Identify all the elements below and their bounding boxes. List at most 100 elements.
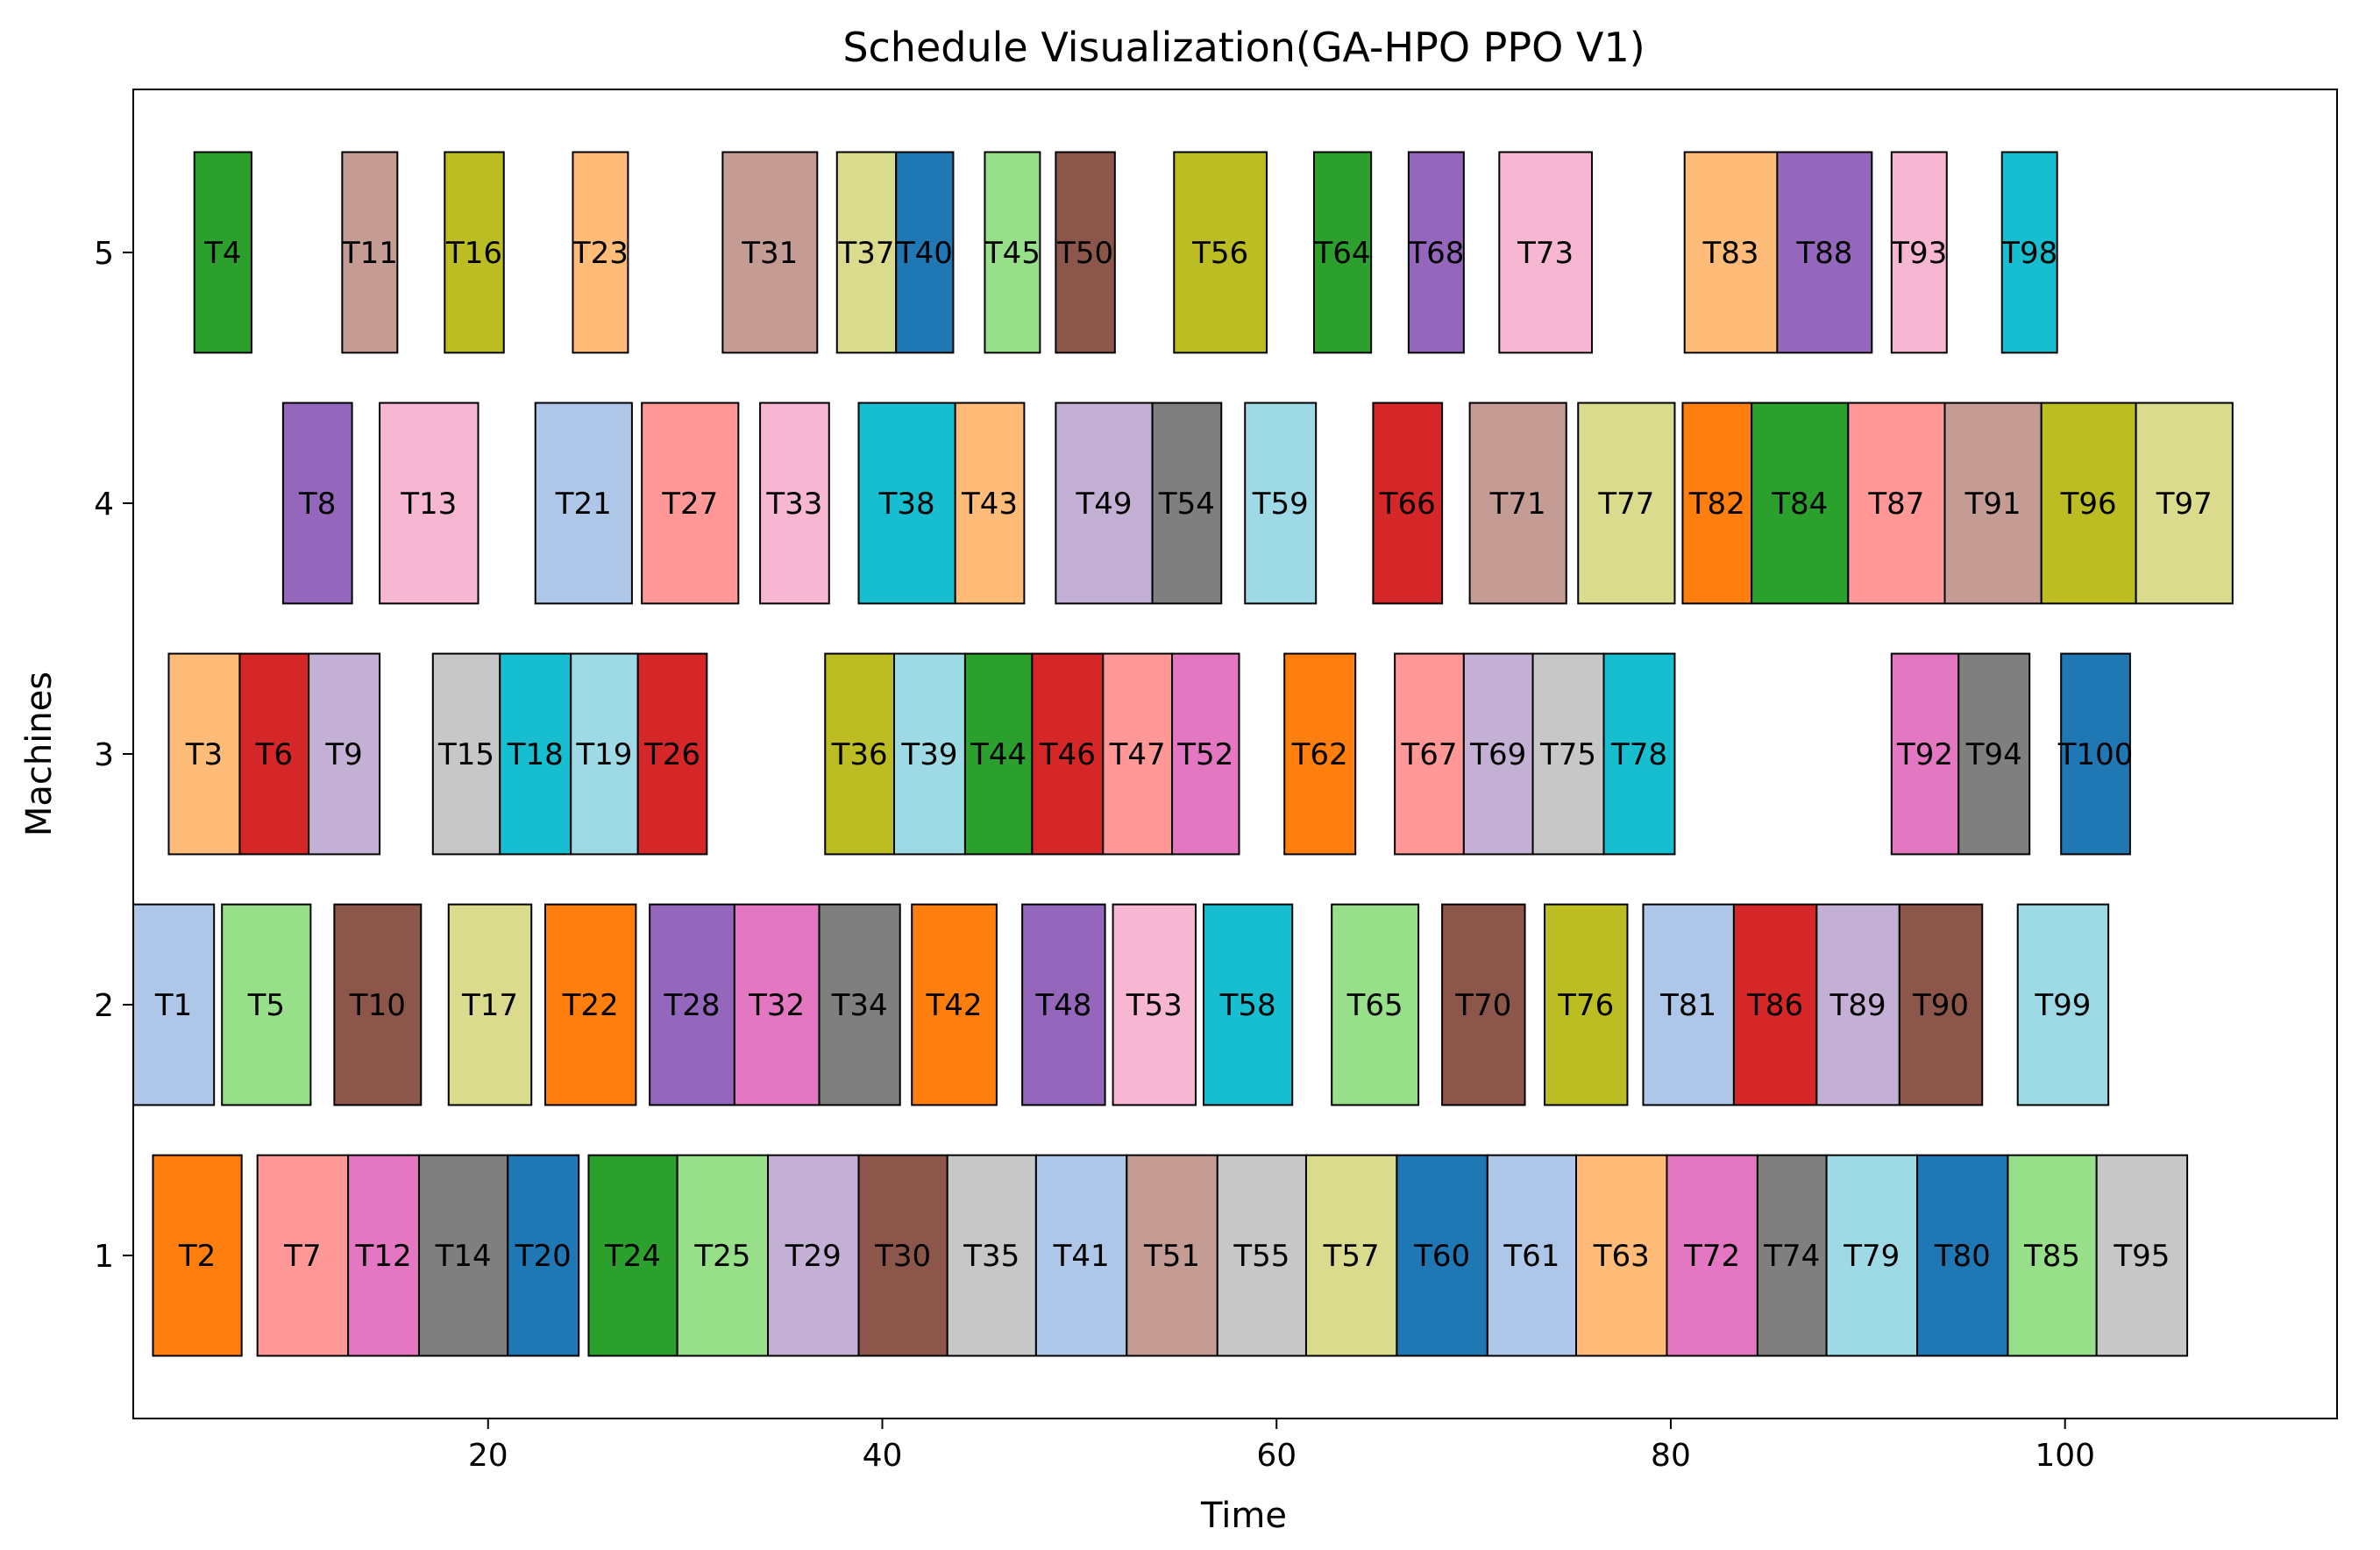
task-rect bbox=[1815, 903, 1900, 1106]
task-bar-t16: T16 bbox=[444, 151, 505, 354]
task-bar-t30: T30 bbox=[857, 1154, 948, 1357]
task-rect bbox=[1055, 402, 1154, 605]
task-rect bbox=[1825, 1154, 1919, 1357]
task-bar-t29: T29 bbox=[767, 1154, 860, 1357]
task-rect bbox=[570, 652, 639, 856]
task-rect bbox=[1898, 903, 1984, 1106]
task-bar-t60: T60 bbox=[1396, 1154, 1488, 1357]
task-rect bbox=[1756, 1154, 1828, 1357]
task-label: T36 bbox=[831, 737, 888, 772]
task-bar-t57: T57 bbox=[1304, 1154, 1398, 1357]
task-rect bbox=[499, 652, 572, 856]
task-bar-t10: T10 bbox=[333, 903, 423, 1106]
task-bar-t68: T68 bbox=[1407, 151, 1465, 354]
task-bar-t82: T82 bbox=[1681, 402, 1753, 605]
task-bar-t69: T69 bbox=[1462, 652, 1534, 856]
task-bar-t35: T35 bbox=[946, 1154, 1037, 1357]
task-bar-t94: T94 bbox=[1957, 652, 2031, 856]
task-rect bbox=[379, 402, 480, 605]
y-tick-label: 2 bbox=[94, 988, 114, 1024]
task-rect bbox=[824, 652, 895, 856]
task-rect bbox=[767, 1154, 860, 1357]
task-label: T58 bbox=[1219, 988, 1276, 1023]
task-label: T35 bbox=[963, 1239, 1019, 1274]
task-label: T41 bbox=[1053, 1239, 1110, 1274]
task-label: T18 bbox=[507, 737, 564, 772]
task-rect bbox=[1498, 151, 1594, 354]
task-rect bbox=[1462, 652, 1534, 856]
task-bar-t17: T17 bbox=[447, 903, 533, 1106]
task-rect bbox=[721, 151, 819, 354]
task-label: T3 bbox=[185, 737, 223, 772]
task-rect bbox=[1151, 402, 1223, 605]
task-rect bbox=[1407, 151, 1465, 354]
task-rect bbox=[341, 151, 399, 354]
task-rect bbox=[1957, 652, 2031, 856]
task-label: T79 bbox=[1843, 1239, 1900, 1274]
task-bar-t50: T50 bbox=[1055, 151, 1116, 354]
task-label: T9 bbox=[324, 737, 362, 772]
task-rect bbox=[132, 903, 216, 1106]
task-bar-t65: T65 bbox=[1331, 903, 1420, 1106]
task-label: T34 bbox=[831, 988, 888, 1023]
task-rect bbox=[1468, 402, 1567, 605]
task-label: T94 bbox=[1965, 737, 2022, 772]
task-rect bbox=[1312, 151, 1373, 354]
task-rect bbox=[333, 903, 423, 1106]
task-bar-t88: T88 bbox=[1776, 151, 1873, 354]
task-bar-t91: T91 bbox=[1943, 402, 2043, 605]
task-bar-t83: T83 bbox=[1683, 151, 1779, 354]
task-label: T89 bbox=[1829, 988, 1886, 1023]
task-bar-t36: T36 bbox=[824, 652, 895, 856]
task-bar-t48: T48 bbox=[1021, 903, 1106, 1106]
task-bar-t49: T49 bbox=[1055, 402, 1154, 605]
task-rect bbox=[1531, 652, 1605, 856]
task-bar-t81: T81 bbox=[1642, 903, 1735, 1106]
task-bar-t76: T76 bbox=[1544, 903, 1629, 1106]
task-bar-t26: T26 bbox=[636, 652, 708, 856]
task-bar-t86: T86 bbox=[1732, 903, 1818, 1106]
task-rect bbox=[543, 903, 637, 1106]
task-label: T99 bbox=[2034, 988, 2091, 1023]
task-bar-t54: T54 bbox=[1151, 402, 1223, 605]
task-label: T39 bbox=[900, 737, 957, 772]
task-bar-t3: T3 bbox=[167, 652, 241, 856]
task-label: T6 bbox=[255, 737, 293, 772]
task-bar-t77: T77 bbox=[1577, 402, 1676, 605]
task-bar-t15: T15 bbox=[431, 652, 501, 856]
task-label: T37 bbox=[837, 236, 894, 271]
task-rect bbox=[2060, 652, 2131, 856]
task-label: T46 bbox=[1039, 737, 1096, 772]
task-label: T55 bbox=[1233, 1239, 1289, 1274]
task-label: T60 bbox=[1413, 1239, 1470, 1274]
task-rect bbox=[1396, 1154, 1488, 1357]
task-label: T31 bbox=[741, 236, 798, 271]
task-label: T64 bbox=[1314, 236, 1371, 271]
task-rect bbox=[2016, 903, 2110, 1106]
task-rect bbox=[1441, 903, 1526, 1106]
task-bar-t87: T87 bbox=[1847, 402, 1946, 605]
task-label: T73 bbox=[1517, 236, 1574, 271]
task-label: T23 bbox=[572, 236, 629, 271]
task-bar-t59: T59 bbox=[1244, 402, 1318, 605]
task-rect bbox=[1642, 903, 1735, 1106]
task-label: T1 bbox=[154, 988, 192, 1023]
task-bar-t24: T24 bbox=[587, 1154, 678, 1357]
task-rect bbox=[347, 1154, 421, 1357]
task-bar-t42: T42 bbox=[911, 903, 998, 1106]
task-label: T43 bbox=[961, 487, 1018, 522]
task-label: T81 bbox=[1659, 988, 1716, 1023]
task-bar-t7: T7 bbox=[256, 1154, 350, 1357]
task-rect bbox=[1031, 652, 1105, 856]
task-label: T8 bbox=[298, 487, 336, 522]
bars-layer: T2 T7 T12 T14 T20 T24 T25 T29 T30 T35 T41 T51 T55 T57… bbox=[132, 151, 2234, 1357]
y-axis: 1 2 3 4 5 bbox=[94, 236, 133, 1275]
task-rect bbox=[2000, 151, 2058, 354]
task-bar-t44: T44 bbox=[963, 652, 1034, 856]
y-tick-label: 1 bbox=[94, 1239, 114, 1275]
task-bar-t4: T4 bbox=[193, 151, 252, 354]
task-rect bbox=[431, 652, 501, 856]
task-rect bbox=[507, 1154, 580, 1357]
y-tick-label: 3 bbox=[94, 737, 114, 773]
